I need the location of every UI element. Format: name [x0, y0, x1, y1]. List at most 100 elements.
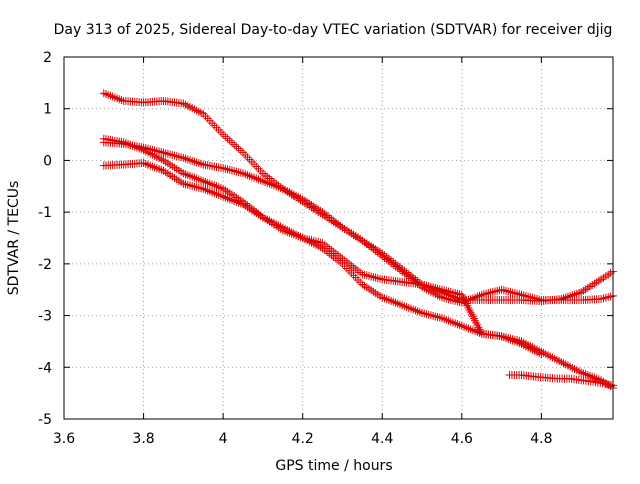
- data-point: [254, 209, 263, 218]
- data-point: [188, 156, 197, 165]
- data-point: [216, 128, 225, 137]
- data-point: [245, 155, 254, 164]
- data-point: [510, 289, 519, 298]
- data-point: [230, 167, 239, 176]
- data-point: [192, 158, 201, 167]
- data-point: [519, 291, 528, 300]
- data-point: [546, 352, 555, 361]
- data-point: [188, 104, 197, 113]
- data-point: [365, 241, 373, 250]
- data-point: [250, 160, 259, 169]
- data-point: [473, 321, 482, 330]
- data-point: [172, 152, 181, 161]
- data-point: [185, 102, 194, 111]
- data-point: [424, 310, 433, 319]
- y-tick-label: -4: [38, 360, 52, 376]
- data-points: [99, 89, 617, 392]
- data-point: [351, 265, 360, 274]
- data-point: [331, 218, 340, 227]
- data-point: [521, 292, 530, 301]
- data-point: [185, 156, 194, 165]
- data-point: [544, 351, 553, 360]
- data-point: [221, 132, 230, 141]
- data-point: [502, 286, 511, 295]
- data-point: [166, 150, 175, 159]
- data-point: [484, 289, 493, 298]
- data-point: [157, 148, 166, 157]
- y-tick-label: -2: [38, 257, 52, 273]
- x-axis-label: GPS time / hours: [275, 458, 392, 474]
- data-point: [548, 353, 557, 362]
- data-point: [466, 308, 475, 317]
- data-point: [360, 270, 369, 279]
- y-tick-label: 2: [43, 50, 52, 66]
- x-tick-label: 4: [219, 431, 228, 447]
- x-tick-label: 4.2: [292, 431, 314, 447]
- data-point: [488, 288, 497, 297]
- data-point: [192, 183, 201, 192]
- data-point: [353, 266, 362, 275]
- data-point: [365, 271, 373, 280]
- data-point: [247, 157, 256, 166]
- data-point: [258, 169, 267, 178]
- data-point: [161, 149, 170, 158]
- data-point: [566, 362, 575, 371]
- data-point: [227, 166, 236, 175]
- data-point: [465, 305, 474, 314]
- data-point: [499, 286, 508, 295]
- data-point: [508, 288, 517, 297]
- data-point: [163, 149, 172, 158]
- data-point: [234, 168, 243, 177]
- data-point: [555, 356, 564, 365]
- data-point: [461, 297, 470, 306]
- x-tick-label: 4.8: [530, 431, 552, 447]
- data-point: [236, 146, 245, 155]
- data-point: [373, 274, 382, 283]
- data-point: [574, 289, 583, 298]
- data-point: [239, 148, 248, 157]
- data-point: [181, 154, 190, 163]
- data-point: [225, 136, 234, 145]
- data-point: [214, 125, 223, 134]
- series-track-d: [99, 134, 617, 392]
- data-point: [223, 134, 232, 143]
- data-point: [458, 293, 467, 302]
- data-point: [197, 159, 206, 168]
- data-point: [552, 355, 561, 364]
- data-point: [345, 266, 354, 275]
- data-point: [340, 256, 349, 265]
- data-point: [243, 201, 252, 210]
- data-point: [221, 164, 230, 173]
- data-point: [307, 236, 316, 245]
- data-point: [236, 168, 245, 177]
- data-point: [541, 350, 550, 359]
- data-point: [311, 237, 320, 246]
- data-point: [323, 242, 332, 251]
- data-point: [188, 181, 197, 190]
- data-point: [433, 313, 442, 322]
- data-point: [420, 309, 429, 318]
- data-point: [563, 361, 572, 370]
- data-point: [468, 312, 477, 321]
- data-point: [367, 272, 376, 281]
- data-point: [225, 165, 234, 174]
- data-point: [219, 164, 228, 173]
- data-point: [464, 303, 473, 312]
- data-point: [517, 290, 526, 299]
- data-point: [327, 246, 336, 255]
- data-point: [435, 313, 444, 322]
- data-point: [376, 274, 385, 283]
- series-track-b: [99, 138, 617, 307]
- data-point: [550, 354, 559, 363]
- data-point: [353, 275, 362, 284]
- data-point: [351, 273, 360, 282]
- data-point: [535, 295, 544, 304]
- data-point: [493, 286, 502, 295]
- data-point: [223, 165, 232, 174]
- y-axis-label: SDTVAR / TECUs: [6, 181, 22, 296]
- data-point: [467, 310, 476, 319]
- data-point: [241, 150, 250, 159]
- y-tick-label: 1: [43, 102, 52, 118]
